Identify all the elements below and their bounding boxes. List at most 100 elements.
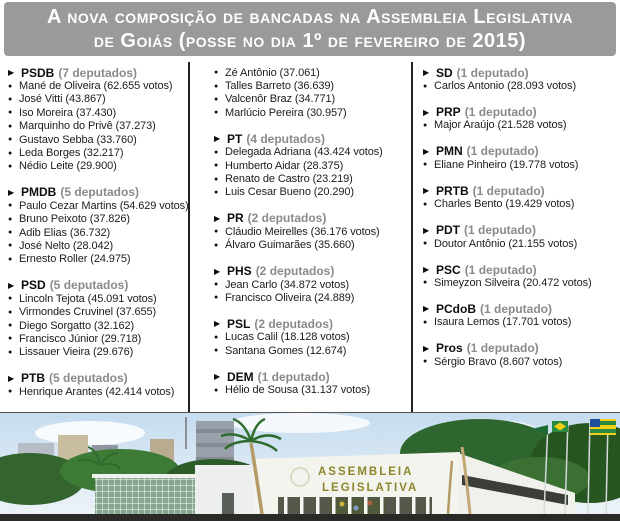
goias-flag (590, 419, 616, 435)
party-seat-count: (1 deputado) (464, 262, 537, 277)
deputy-entry: Nédio Leite (29.900) (19, 160, 117, 173)
deputy-row: ● Bruno Peixoto (37.826) (8, 213, 186, 226)
bullet-icon: ● (214, 188, 219, 196)
deputy-row: ● Nédio Leite (29.900) (8, 160, 186, 173)
bullet-icon: ● (423, 240, 428, 248)
cloud (35, 421, 145, 445)
party-seat-count: (1 deputado) (464, 223, 536, 238)
deputy-entry: Leda Borges (32.217) (19, 147, 124, 160)
deputy-row: ● Eliane Pinheiro (19.778 votos) (423, 158, 615, 171)
deputy-row: ● Charles Bento (19.429 votos) (423, 198, 615, 211)
deputy-row: ● Jean Carlo (34.872 votos) (214, 278, 410, 291)
deputy-row: ● Lincoln Tejota (45.091 votos) (8, 292, 186, 305)
bullet-icon: ● (8, 109, 13, 117)
deputy-row: ● Major Araújo (21.528 votos) (423, 119, 615, 132)
party-header: ▶ Pros (1 deputado) (423, 341, 615, 355)
deputy-row: ● Mané de Oliveira (62.655 votos) (8, 79, 186, 92)
party-section: ● Zé Antônio (37.061) ● Talles Barreto (36.… (214, 66, 410, 120)
bullet-icon: ● (8, 149, 13, 157)
party-name: PSD (21, 278, 46, 293)
triangle-bullet-icon: ▶ (214, 319, 221, 329)
party-header: ▶ PR (2 deputados) (214, 211, 410, 226)
palm-trunk (446, 460, 454, 515)
deputy-entry: Santana Gomes (12.674) (225, 344, 347, 357)
bullet-icon: ● (8, 136, 13, 144)
party-name: PCdoB (436, 301, 476, 316)
bullet-icon: ● (8, 335, 13, 343)
deputy-row: ● Leda Borges (32.217) (8, 146, 186, 159)
bullet-icon: ● (8, 215, 13, 223)
party-header: ▶ SD (1 deputado) (423, 66, 615, 80)
deputy-row: ● Marquinho do Privê (37.273) (8, 120, 186, 133)
party-header: ▶ PT (4 deputados) (214, 131, 410, 146)
party-seat-count: (7 deputados) (58, 65, 138, 80)
bullet-icon: ● (214, 228, 219, 236)
deputy-entry: Renato de Castro (23.219) (225, 173, 353, 186)
deputy-row: ● Lucas Calil (18.128 votos) (214, 331, 410, 344)
party-seat-count: (1 deputado) (466, 144, 539, 159)
party-section: ▶ PHS (2 deputados) ● Jean Carlo (34.872 vot… (214, 264, 410, 304)
deputy-entry: Henrique Arantes (42.414 votos) (19, 385, 175, 398)
party-section: ▶ PRP (1 deputado) ● Major Araújo (21.528 vo… (423, 105, 615, 132)
deputy-row: ● Santana Gomes (12.674) (214, 344, 410, 357)
deputy-row: ● Francisco Oliveira (24.889) (214, 291, 410, 304)
party-name: PSDB (21, 65, 55, 80)
deputy-row: ● Lissauer Vieira (29.676) (8, 346, 186, 359)
deputy-row: ● Carlos Antonio (28.093 votos) (423, 79, 615, 92)
deputy-row: ● Ernesto Roller (24.975) (8, 253, 186, 266)
bullet-icon: ● (8, 242, 13, 250)
deputy-row: ● Diego Sorgatto (32.162) (8, 319, 186, 332)
mural-detail (367, 500, 373, 506)
palm-tree (77, 446, 121, 470)
deputy-row: ● Humberto Aidar (28.375) (214, 159, 410, 172)
deputy-entry: Isaura Lemos (17.701 votos) (434, 316, 572, 329)
triangle-bullet-icon: ▶ (8, 280, 15, 290)
party-column-1: ▶ PSDB (7 deputados) ● Mané de Oliveira (62.… (8, 62, 189, 411)
bullet-icon: ● (214, 69, 219, 77)
party-section: ▶ DEM (1 deputado) ● Hélio de Sousa (31.137 … (214, 370, 410, 397)
bullet-icon: ● (8, 322, 13, 330)
deputy-entry: Charles Bento (19.429 votos) (434, 198, 575, 211)
party-seat-count: (1 deputado) (480, 301, 552, 316)
bullet-icon: ● (8, 95, 13, 103)
deputy-row: ● Marlúcio Pereira (30.957) (214, 106, 410, 119)
deputy-entry: Lincoln Tejota (45.091 votos) (19, 292, 157, 305)
party-seat-count: (1 deputado) (472, 183, 545, 198)
assembly-building-photo: ASSEMBLEIA LEGISLATIVA (0, 412, 620, 521)
deputy-row: ● Paulo Cezar Martins (54.629 votos) (8, 199, 189, 212)
deputy-entry: Francisco Júnior (29.718) (19, 332, 142, 345)
party-section: ▶ PSDB (7 deputados) ● Mané de Oliveira (62.… (8, 66, 186, 173)
deputy-entry: Mané de Oliveira (62.655 votos) (19, 80, 173, 93)
lattice-building (95, 477, 195, 514)
city-tower-windows (196, 443, 234, 447)
party-section: ▶ PTB (5 deputados) ● Henrique Arantes (42.4… (8, 371, 186, 399)
deputy-entry: Humberto Aidar (28.375) (225, 159, 344, 172)
triangle-bullet-icon: ▶ (423, 225, 430, 235)
deputy-entry: Gustavo Sebba (33.760) (19, 133, 137, 146)
deputy-entry: Luis Cesar Bueno (20.290) (225, 186, 354, 199)
deputy-row: ● Francisco Júnior (29.718) (8, 332, 186, 345)
bullet-icon: ● (8, 122, 13, 130)
bullet-icon: ● (214, 82, 219, 90)
deputy-row: ● Zé Antônio (37.061) (214, 66, 410, 79)
party-seat-count: (5 deputados) (60, 185, 140, 200)
deputy-entry: Bruno Peixoto (37.826) (19, 213, 130, 226)
triangle-bullet-icon: ▶ (8, 373, 15, 383)
title-banner: A nova composição de bancadas na Assembl… (4, 2, 616, 56)
party-header: ▶ PSDB (7 deputados) (8, 65, 186, 80)
party-column-3: ▶ SD (1 deputado) ● Carlos Antonio (28.093 v… (423, 62, 615, 381)
deputy-entry: Iso Moreira (37.430) (19, 106, 117, 119)
city-tower-windows (196, 429, 234, 433)
cloud (230, 413, 370, 433)
party-name: PT (227, 131, 243, 146)
party-seat-count: (2 deputados) (247, 211, 327, 226)
deputy-entry: Sérgio Bravo (8.607 votos) (434, 355, 563, 368)
bullet-icon: ● (8, 82, 13, 90)
party-header: ▶ PDT (1 deputado) (423, 223, 615, 238)
deputy-entry: Adib Elias (36.732) (19, 226, 111, 239)
party-name: DEM (227, 369, 254, 384)
triangle-bullet-icon: ▶ (214, 134, 221, 144)
title-line-2: de Goiás (posse no dia 1º de fevereiro d… (93, 30, 527, 52)
deputy-row: ● José Vitti (43.867) (8, 93, 186, 106)
